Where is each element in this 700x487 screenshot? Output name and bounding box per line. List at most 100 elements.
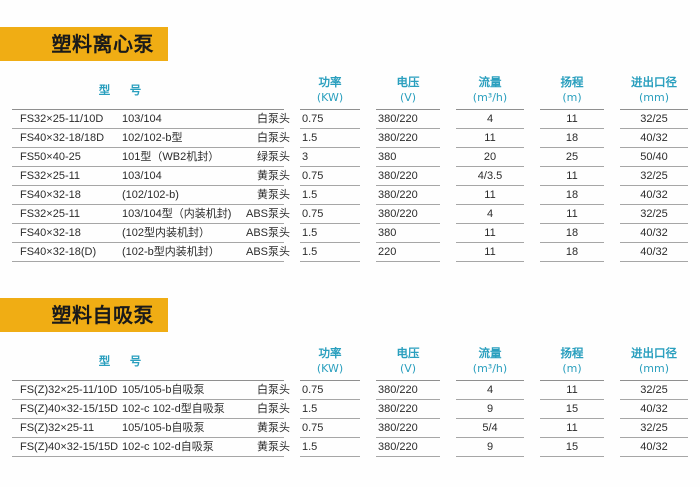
rule-voltage (368, 147, 448, 148)
table-row: FS40×32-18/18D 102/102-b型 白泵头 1.5 380/220 11 1… (6, 129, 696, 147)
rule-voltage (368, 204, 448, 205)
rule-model-group (6, 456, 292, 457)
cell-power: 0.75 (302, 113, 324, 125)
column-header-bore-label: 进出口径 (631, 74, 677, 89)
cell-model: FS40×32-18/18D (20, 132, 105, 144)
rule-bore (612, 456, 696, 457)
column-header-power-label: 功率 (318, 345, 342, 360)
cell-model: FS40×32-18(D) (20, 246, 97, 258)
rule-model-group (6, 223, 292, 224)
rule-lift (532, 223, 612, 224)
cell-power: 0.75 (302, 208, 324, 220)
rule-flow (448, 456, 532, 457)
rule-model-group (6, 166, 292, 167)
cell-voltage: 380 (378, 151, 397, 163)
cell-type: 103/104型（内装机封) (122, 208, 232, 220)
cell-model: FS32×25-11 (20, 208, 81, 220)
table-row: FS40×32-18(D) (102-b型内装机封） ABS泵头 1.5 220 11 18… (6, 243, 696, 261)
section-banner-label: 塑料离心泵 (51, 32, 154, 56)
rule-bore (612, 261, 696, 262)
cell-pump-head: 黄泵头 (257, 170, 290, 182)
column-header-voltage-label: 电压 (396, 345, 420, 360)
rule-power (292, 456, 368, 457)
column-header-flow: 流量 (m³/h) (448, 342, 532, 380)
rule-lift (532, 204, 612, 205)
column-header-bore: 进出口径 (mm) (612, 71, 696, 109)
cell-type: (102型内装机封） (122, 227, 211, 239)
column-header-model: 型 号 (98, 353, 146, 368)
table-row: FS32×25-11 103/104型（内装机封) ABS泵头 0.75 380/220… (6, 205, 696, 223)
cell-lift: 11 (566, 422, 578, 434)
cell-lift: 15 (565, 403, 579, 415)
cell-type: 101型（WB2机封） (122, 151, 220, 163)
cell-bore: 40/32 (640, 403, 668, 415)
column-header-voltage-label: 电压 (396, 74, 420, 89)
cell-lift: 11 (566, 384, 578, 396)
cell-model: FS(Z)40×32-15/15D (20, 403, 119, 415)
column-header-bore-label: 进出口径 (631, 345, 677, 360)
table-rule-row (6, 185, 696, 186)
column-header-flow: 流量 (m³/h) (448, 71, 532, 109)
rule-model-group (6, 418, 292, 419)
rule-flow (448, 380, 532, 381)
cell-voltage: 380/220 (378, 384, 418, 396)
cell-voltage: 380/220 (378, 113, 418, 125)
table-rule-row (6, 456, 696, 457)
rule-bore (612, 223, 696, 224)
cell-flow: 4 (486, 384, 494, 396)
rule-model-group (6, 380, 292, 381)
table-row: FS(Z)32×25-11 105/105-b自吸泵 黄泵头 0.75 380/220 5… (6, 419, 696, 437)
column-header-bore-unit: (mm) (638, 362, 669, 376)
cell-power: 3 (302, 151, 309, 163)
cell-type: 102-c 102-d型自吸泵 (122, 403, 225, 415)
cell-type: (102/102-b) (122, 189, 179, 201)
rule-flow (448, 399, 532, 400)
rule-voltage (368, 261, 448, 262)
rule-flow (448, 109, 532, 110)
cell-bore: 32/25 (640, 113, 668, 125)
table-rule-row (6, 166, 696, 167)
rule-power (292, 380, 368, 381)
cell-voltage: 380/220 (378, 208, 418, 220)
rule-bore (612, 166, 696, 167)
rule-flow (448, 418, 532, 419)
column-header-head-spacer (236, 342, 292, 380)
rule-model-group (6, 128, 292, 129)
column-header-flow-unit: (m³/h) (472, 362, 508, 376)
table-row: FS(Z)40×32-15/15D 102-c 102-d型自吸泵 白泵头 1.5 38… (6, 400, 696, 418)
cell-bore: 50/40 (640, 151, 668, 163)
cell-model: FS40×32-18 (20, 189, 81, 201)
cell-voltage: 380/220 (378, 422, 418, 434)
table-row: FS40×32-18 (102型内装机封） ABS泵头 1.5 380 11 18 40/32 (6, 224, 696, 242)
cell-voltage: 380/220 (378, 132, 418, 144)
cell-power: 0.75 (302, 384, 324, 396)
rule-bore (612, 128, 696, 129)
table-rule-row (6, 399, 696, 400)
column-header-model: 型 号 (98, 82, 146, 97)
table-rule-row (6, 128, 696, 129)
table-header-centrifugal: 型 号 功率 (KW) 电压 (V) 流量 (m³/h) 扬程 (m) (6, 71, 696, 109)
column-header-power-unit: (KW) (316, 91, 344, 105)
table-rule-row (6, 261, 696, 262)
table-rule-row (6, 437, 696, 438)
cell-voltage: 380/220 (378, 403, 418, 415)
cell-power: 1.5 (302, 227, 318, 239)
column-header-lift-unit: (m) (562, 362, 582, 376)
column-header-power-unit: (KW) (316, 362, 344, 376)
cell-pump-head: 白泵头 (257, 403, 290, 415)
rule-power (292, 109, 368, 110)
rule-power (292, 437, 368, 438)
column-header-voltage: 电压 (V) (368, 342, 448, 380)
cell-power: 1.5 (302, 189, 318, 201)
column-header-head-spacer (236, 71, 292, 109)
rule-power (292, 399, 368, 400)
cell-type: 102/102-b型 (122, 132, 183, 144)
cell-voltage: 220 (378, 246, 397, 258)
column-header-flow-label: 流量 (478, 345, 502, 360)
column-header-power: 功率 (KW) (292, 342, 368, 380)
table-row: FS32×25-11/10D 103/104 白泵头 0.75 380/220 4 11 32… (6, 110, 696, 128)
cell-pump-head: 黄泵头 (257, 189, 290, 201)
section-banner-centrifugal: 塑料离心泵 (0, 27, 168, 61)
rule-power (292, 204, 368, 205)
table-row: FS32×25-11 103/104 黄泵头 0.75 380/220 4/3.5 11 32… (6, 167, 696, 185)
